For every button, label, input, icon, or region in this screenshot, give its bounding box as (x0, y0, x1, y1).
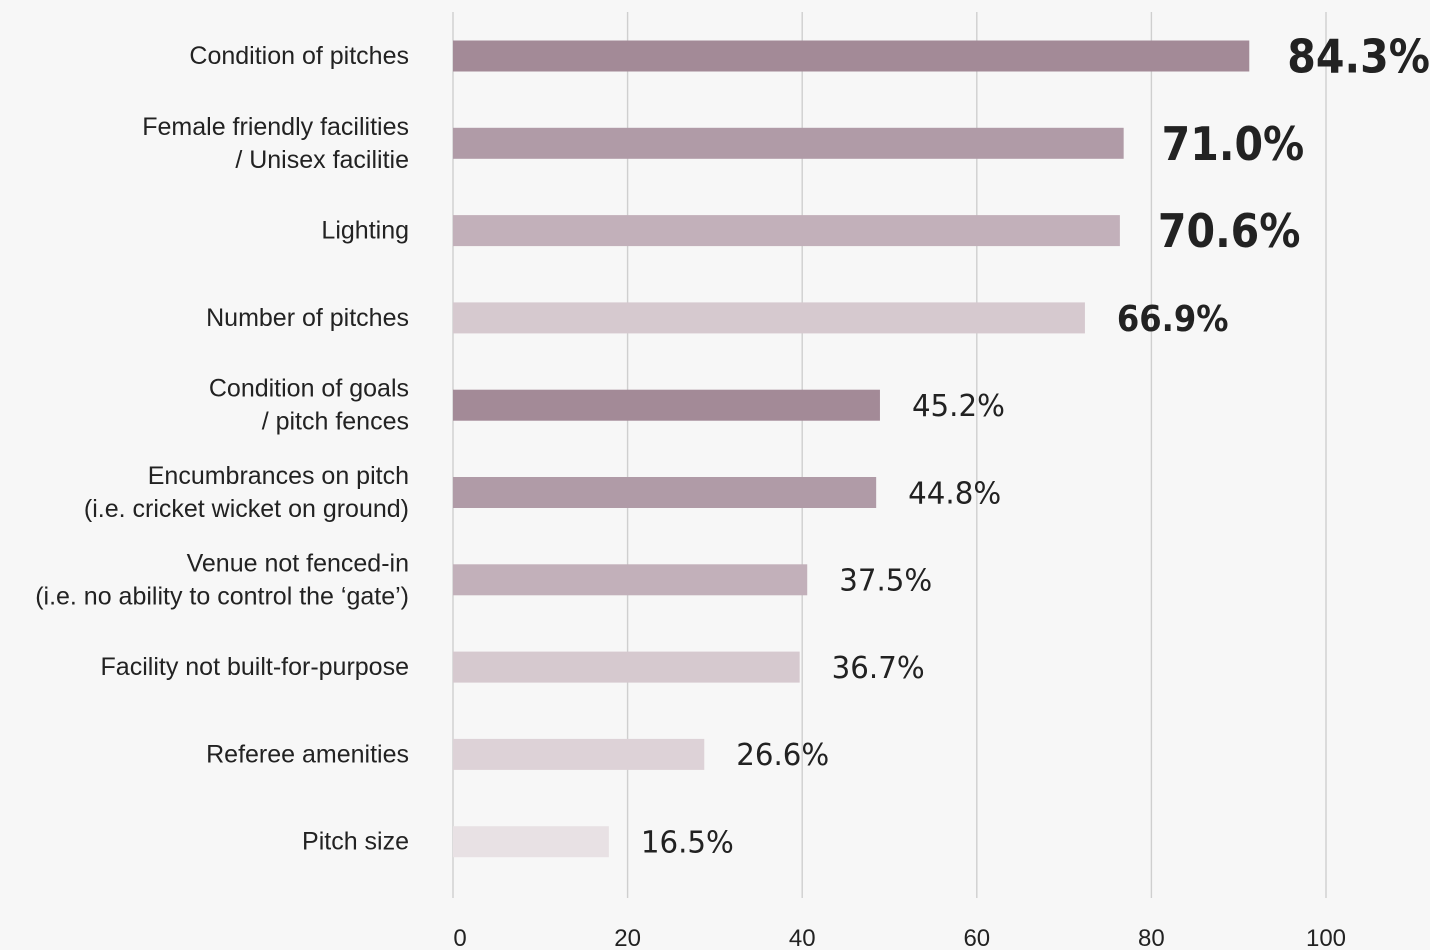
category-label: / pitch fences (262, 408, 409, 436)
x-tick-label: 60 (963, 925, 990, 950)
category-label: (i.e. no ability to control the ‘gate’) (35, 582, 409, 610)
category-label: Lighting (321, 217, 409, 245)
x-tick-label: 40 (789, 925, 816, 950)
value-label: 36.7% (832, 651, 925, 686)
bar (453, 127, 1124, 159)
x-tick-label: 100 (1306, 925, 1346, 950)
category-label: (i.e. cricket wicket on ground) (84, 495, 409, 523)
bar (453, 302, 1085, 334)
category-label: Facility not built-for-purpose (101, 653, 409, 681)
value-label: 66.9% (1117, 299, 1229, 340)
value-label: 84.3% (1287, 30, 1430, 84)
category-label: Number of pitches (206, 304, 409, 332)
category-label: Female friendly facilities (142, 113, 409, 141)
category-label: Condition of goals (209, 375, 409, 403)
x-tick-label: 20 (614, 925, 641, 950)
bar (453, 477, 877, 508)
category-label: Referee amenities (206, 740, 409, 768)
value-label: 45.2% (912, 389, 1005, 424)
value-label: 26.6% (736, 738, 829, 773)
category-label: Venue not fenced-in (187, 549, 409, 577)
bar (453, 40, 1250, 72)
bar (453, 389, 880, 421)
category-label: Pitch size (302, 828, 409, 856)
bar (453, 564, 808, 596)
category-label: / Unisex facilitie (235, 146, 409, 174)
bar (453, 651, 800, 683)
bar (453, 738, 705, 770)
value-labels: 84.3% 71.0% 70.6% 66.9% 45.2% 44.8% 37.5% 36.7%… (641, 30, 1430, 861)
value-label: 37.5% (839, 564, 932, 599)
value-label: 44.8% (908, 476, 1001, 511)
category-labels: Condition of pitches Female friendly faci… (35, 42, 409, 856)
bars (453, 40, 1250, 858)
value-label: 16.5% (641, 826, 734, 861)
x-tick-labels: 0 20 40 60 80 100 (453, 925, 1346, 950)
x-tick-label: 0 (453, 925, 466, 950)
x-tick-label: 80 (1138, 925, 1165, 950)
category-label: Encumbrances on pitch (148, 462, 409, 490)
value-label: 70.6% (1158, 204, 1301, 258)
bar (453, 826, 609, 858)
category-label: Condition of pitches (189, 42, 409, 70)
value-label: 71.0% (1162, 117, 1305, 171)
bar (453, 215, 1120, 247)
